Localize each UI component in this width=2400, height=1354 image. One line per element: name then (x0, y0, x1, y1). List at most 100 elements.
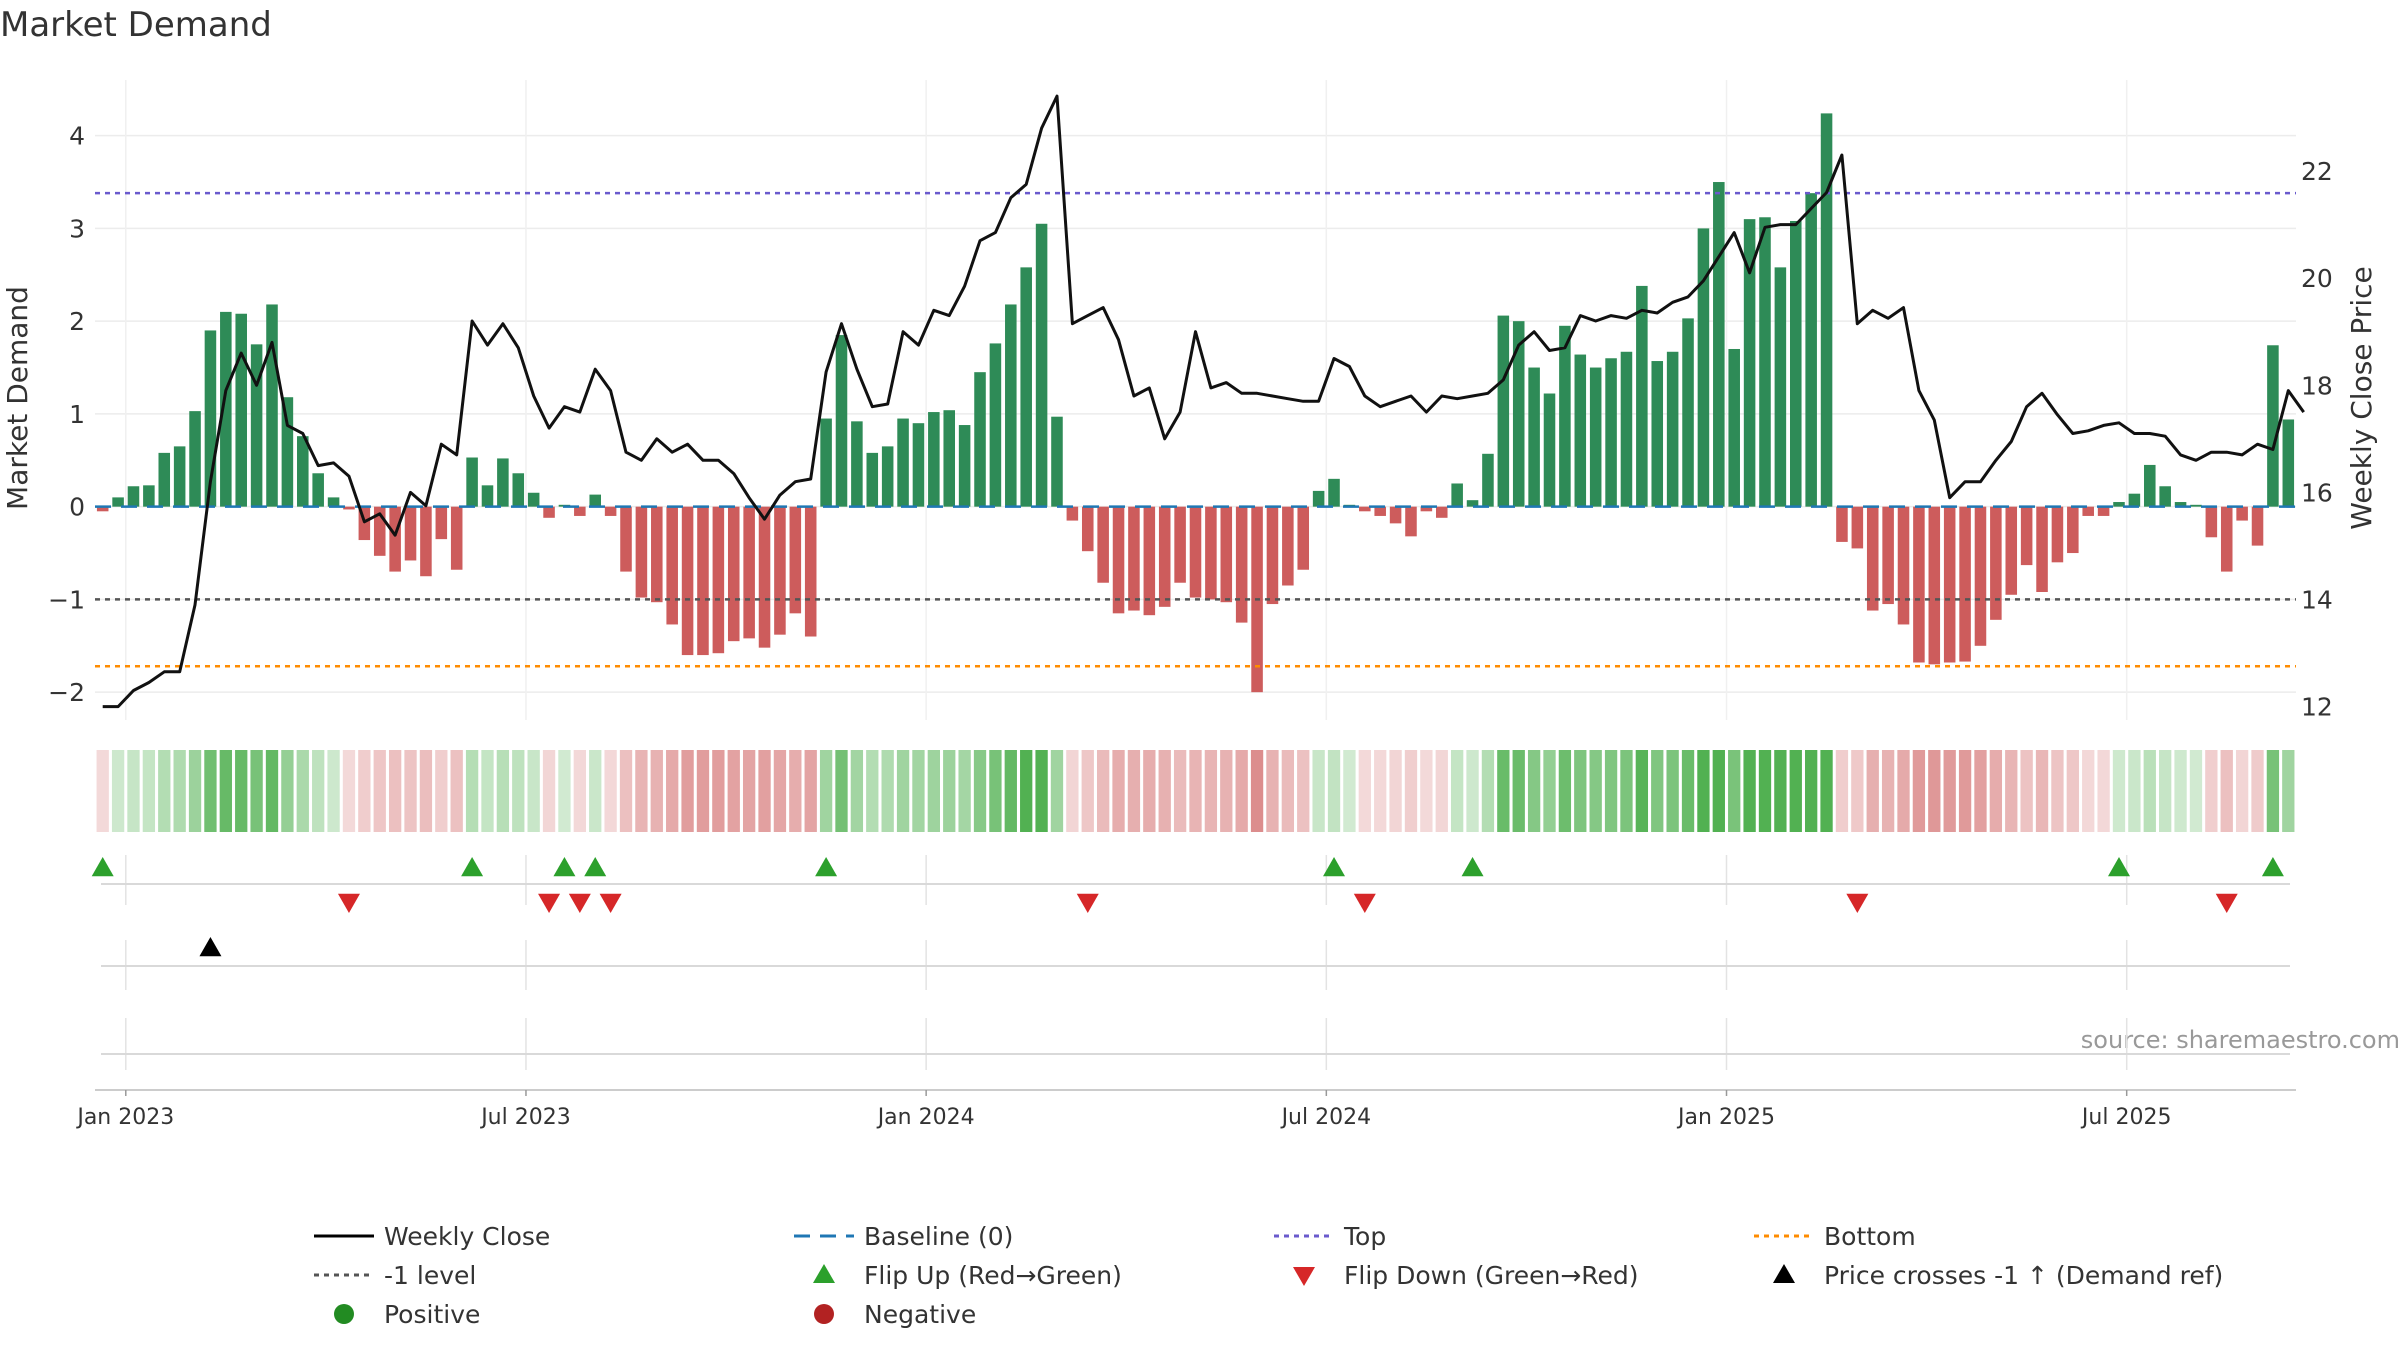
demand-bar (266, 304, 278, 507)
demand-strip-cell (2005, 750, 2018, 832)
demand-strip-cell (2220, 750, 2233, 832)
demand-strip-cell (481, 750, 494, 832)
demand-strip-cell (1127, 750, 1141, 832)
demand-strip-cell (1235, 750, 1248, 832)
demand-strip-cell (2066, 750, 2079, 832)
demand-strip-cell (404, 750, 417, 832)
legend-item: Positive (334, 1300, 480, 1329)
demand-strip-cell (912, 750, 925, 832)
flip-down-marker (599, 893, 622, 913)
price-cross-marker (199, 937, 222, 957)
demand-bar (1005, 304, 1017, 507)
demand-bar (1512, 321, 1525, 507)
flip-up-marker (584, 857, 607, 877)
demand-strip-cell (435, 750, 448, 832)
demand-strip-cell (2251, 750, 2264, 832)
y-tick-label-right: 20 (2301, 264, 2333, 293)
demand-bar (343, 506, 355, 510)
y-tick-label-left: 1 (69, 400, 85, 429)
legend-label: -1 level (384, 1261, 476, 1290)
demand-strip-cell (2143, 750, 2156, 832)
demand-bar (1097, 506, 1109, 583)
weekly-close-line (102, 94, 2305, 709)
demand-bar (681, 506, 694, 656)
demand-strip-cell (265, 750, 279, 832)
demand-strip-cell (2035, 750, 2049, 832)
demand-bar (727, 506, 740, 642)
demand-bar (327, 497, 340, 507)
demand-strip-cell (819, 750, 833, 832)
demand-bar (1312, 490, 1325, 507)
flip-down-marker (2215, 893, 2238, 913)
legend-label: Flip Down (Green→Red) (1344, 1261, 1639, 1290)
demand-bar (2097, 506, 2110, 516)
legend-swatch-triangle-up (813, 1264, 835, 1283)
demand-bar (620, 506, 632, 572)
flip-up-marker (2107, 857, 2130, 877)
demand-strip-cell (1497, 750, 1510, 832)
demand-strip-cell (2097, 750, 2110, 832)
source-note: source: sharemaestro.com (2081, 1026, 2400, 1054)
demand-strip-cell (1374, 750, 1387, 832)
demand-bar (512, 473, 525, 507)
demand-bar (774, 506, 786, 635)
demand-bar (1882, 506, 1894, 605)
demand-bar (1128, 506, 1140, 611)
demand-bar (1451, 483, 1463, 507)
y-tick-label-left: 0 (69, 493, 85, 522)
demand-bar (1666, 351, 1679, 507)
demand-strip-cell (2266, 750, 2280, 832)
x-tick-label: Jul 2025 (2080, 1105, 2172, 1130)
demand-strip-cell (1158, 750, 1171, 832)
demand-strip-cell (1004, 750, 1017, 832)
flip-up-marker (553, 857, 576, 877)
demand-strip-cell (1543, 750, 1556, 832)
demand-bar (1790, 220, 1802, 507)
demand-bar (651, 506, 663, 603)
demand-bar (2159, 486, 2171, 507)
demand-strip-cell (542, 750, 556, 832)
demand-bar (835, 335, 848, 507)
demand-strip-cell (512, 750, 525, 832)
demand-strip-cell (250, 750, 263, 832)
demand-strip-cell (1712, 750, 1725, 832)
flip-up-marker (815, 857, 838, 877)
demand-bar (1636, 285, 1648, 507)
demand-bar (712, 506, 725, 654)
demand-bar (2036, 506, 2048, 592)
demand-strip-cell (1420, 750, 1433, 832)
demand-bar (2067, 506, 2079, 554)
demand-bar (589, 494, 601, 507)
demand-strip-cell (1358, 750, 1371, 832)
demand-strip-cell (927, 750, 940, 832)
demand-bar (1482, 453, 1494, 507)
y-tick-label-left: −1 (48, 585, 85, 614)
legend-item: Baseline (0) (794, 1222, 1013, 1251)
demand-bar (1297, 506, 1310, 570)
demand-bar (1651, 361, 1664, 507)
demand-strip-cell (1451, 750, 1464, 832)
demand-strip-cell (1020, 750, 1033, 832)
demand-bar (158, 452, 171, 507)
demand-strip-cell (1589, 750, 1602, 832)
demand-strip-cell (111, 750, 125, 832)
demand-bar (173, 446, 186, 507)
demand-strip-cell (1266, 750, 1279, 832)
demand-bar (928, 412, 940, 507)
demand-bar (1851, 506, 1864, 549)
demand-strip-cell (1327, 750, 1341, 832)
demand-bar (743, 506, 755, 639)
demand-bar (1713, 182, 1725, 507)
demand-strip-cell (1604, 750, 1618, 832)
demand-bar (497, 458, 509, 507)
demand-strip-cell (681, 750, 694, 832)
demand-strip-cell (1681, 750, 1695, 832)
demand-bar (1405, 506, 1417, 537)
demand-bar (1189, 506, 1202, 598)
demand-strip-cell (1512, 750, 1525, 832)
demand-bar (1266, 506, 1279, 605)
demand-strip-cell (342, 750, 356, 832)
demand-strip-cell (496, 750, 510, 832)
demand-strip-cell (1989, 750, 2003, 832)
